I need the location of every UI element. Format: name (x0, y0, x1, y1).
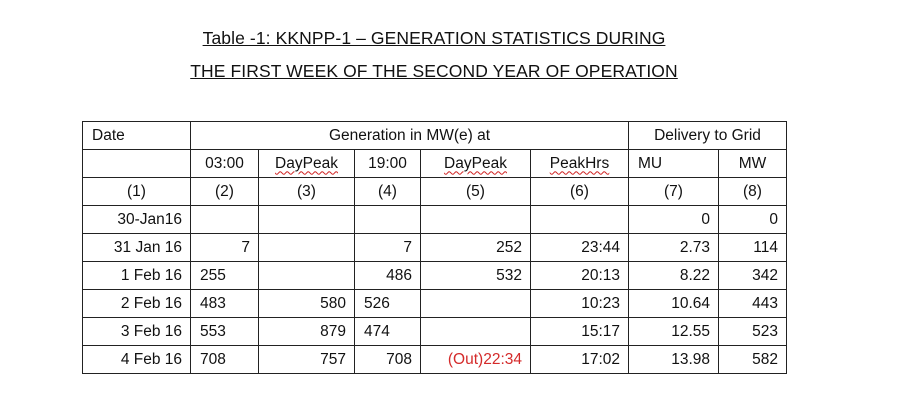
header-sub-empty (82, 149, 191, 178)
cell-daypeak-2-outage: (Out)22:34 (420, 345, 531, 374)
header-row-numbers: (1) (2) (3) (4) (5) (6) (7) (8) (82, 177, 787, 206)
table-row: 3 Feb 16 553 879 474 15:17 12.55 523 (82, 317, 787, 346)
cell-mw: 523 (718, 317, 787, 346)
table-row: 2 Feb 16 483 580 526 10:23 10.64 443 (82, 289, 787, 318)
cell-0300: 255 (190, 261, 259, 290)
cell-mu: 2.73 (628, 233, 719, 262)
table-row: 30-Jan16 0 0 (82, 205, 787, 234)
header-row-sub: 03:00 DayPeak 19:00 DayPeak PeakHrs MU M… (82, 149, 787, 178)
cell-date: 1 Feb 16 (82, 261, 191, 290)
cell-date: 3 Feb 16 (82, 317, 191, 346)
table-row: 4 Feb 16 708 757 708 (Out)22:34 17:02 13… (82, 345, 787, 374)
cell-daypeak-2: 252 (420, 233, 531, 262)
header-sub-peakhrs-text: PeakHrs (549, 154, 610, 172)
table-row: 1 Feb 16 255 486 532 20:13 8.22 342 (82, 261, 787, 290)
cell-mu: 0 (628, 205, 719, 234)
header-generation-group: Generation in MW(e) at (190, 121, 629, 150)
cell-daypeak-1 (258, 233, 355, 262)
table-row: 31 Jan 16 7 7 252 23:44 2.73 114 (82, 233, 787, 262)
cell-0300: 708 (190, 345, 259, 374)
cell-daypeak-2 (420, 317, 531, 346)
cell-daypeak-1: 580 (258, 289, 355, 318)
cell-1900: 526 (354, 289, 421, 318)
table-title-line-2: THE FIRST WEEK OF THE SECOND YEAR OF OPE… (190, 61, 678, 81)
cell-0300 (190, 205, 259, 234)
cell-1900: 708 (354, 345, 421, 374)
header-sub-daypeak-1-text: DayPeak (275, 154, 338, 172)
header-sub-mw: MW (718, 149, 787, 178)
cell-daypeak-1 (258, 205, 355, 234)
cell-daypeak-2: 532 (420, 261, 531, 290)
cell-mw: 114 (718, 233, 787, 262)
cell-mw: 0 (718, 205, 787, 234)
cell-1900 (354, 205, 421, 234)
header-delivery-group: Delivery to Grid (628, 121, 787, 150)
cell-1900: 486 (354, 261, 421, 290)
cell-mu: 8.22 (628, 261, 719, 290)
col-number-1: (1) (82, 177, 191, 206)
cell-1900: 7 (354, 233, 421, 262)
generation-statistics-table: Date Generation in MW(e) at Delivery to … (82, 121, 787, 374)
cell-0300: 553 (190, 317, 259, 346)
header-date: Date (82, 121, 191, 150)
header-sub-daypeak-2-text: DayPeak (444, 154, 507, 172)
cell-daypeak-1: 757 (258, 345, 355, 374)
col-number-7: (7) (628, 177, 719, 206)
header-sub-1900: 19:00 (354, 149, 421, 178)
cell-peakhrs: 10:23 (530, 289, 629, 318)
cell-date: 2 Feb 16 (82, 289, 191, 318)
cell-date: 31 Jan 16 (82, 233, 191, 262)
cell-peakhrs: 20:13 (530, 261, 629, 290)
cell-0300: 483 (190, 289, 259, 318)
cell-daypeak-1 (258, 261, 355, 290)
cell-mw: 342 (718, 261, 787, 290)
header-row-groups: Date Generation in MW(e) at Delivery to … (82, 121, 787, 150)
col-number-2: (2) (190, 177, 259, 206)
cell-peakhrs: 23:44 (530, 233, 629, 262)
header-sub-0300: 03:00 (190, 149, 259, 178)
cell-1900: 474 (354, 317, 421, 346)
header-sub-daypeak-1: DayPeak (258, 149, 355, 178)
col-number-3: (3) (258, 177, 355, 206)
col-number-4: (4) (354, 177, 421, 206)
cell-mu: 10.64 (628, 289, 719, 318)
table-title-line-1: Table -1: KKNPP-1 – GENERATION STATISTIC… (202, 28, 666, 48)
header-sub-mu: MU (628, 149, 719, 178)
cell-mu: 12.55 (628, 317, 719, 346)
col-number-8: (8) (718, 177, 787, 206)
cell-daypeak-2 (420, 205, 531, 234)
cell-peakhrs (530, 205, 629, 234)
cell-date: 4 Feb 16 (82, 345, 191, 374)
cell-mu: 13.98 (628, 345, 719, 374)
cell-date: 30-Jan16 (82, 205, 191, 234)
cell-daypeak-1: 879 (258, 317, 355, 346)
cell-mw: 443 (718, 289, 787, 318)
header-sub-daypeak-2: DayPeak (420, 149, 531, 178)
cell-peakhrs: 17:02 (530, 345, 629, 374)
header-sub-peakhrs: PeakHrs (530, 149, 629, 178)
cell-mw: 582 (718, 345, 787, 374)
cell-peakhrs: 15:17 (530, 317, 629, 346)
cell-daypeak-2 (420, 289, 531, 318)
col-number-6: (6) (530, 177, 629, 206)
col-number-5: (5) (420, 177, 531, 206)
cell-0300: 7 (190, 233, 259, 262)
